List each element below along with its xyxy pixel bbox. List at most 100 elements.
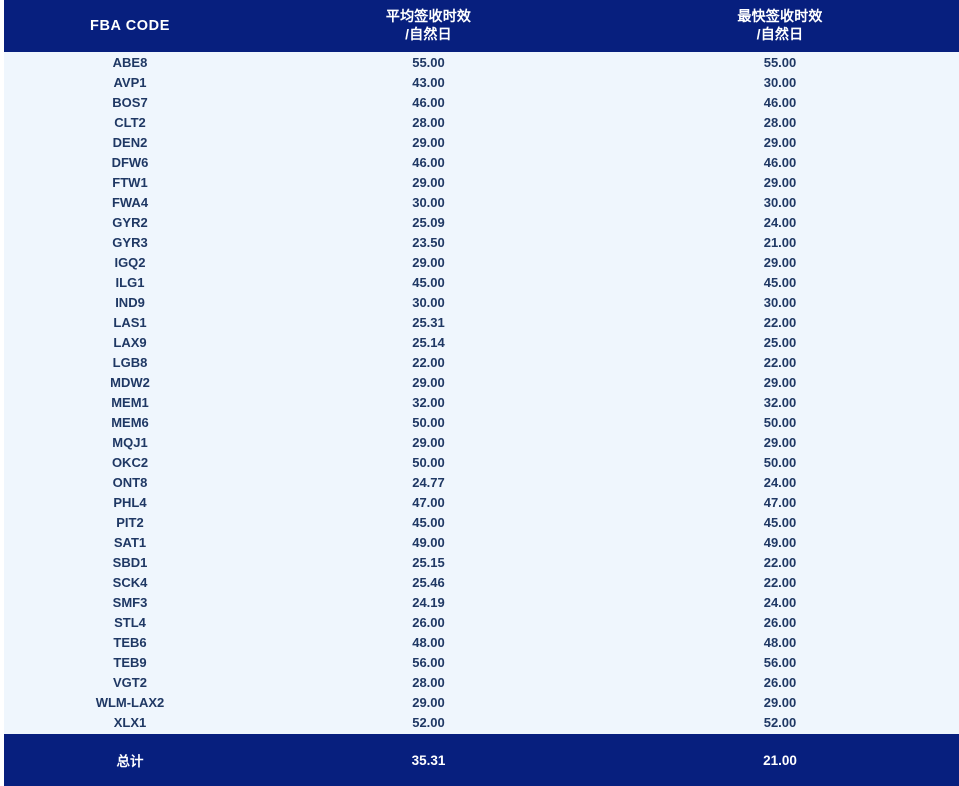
table-row: DEN2 29.00 29.00: [4, 133, 959, 153]
column-header-fastest-delivery-time-label: 最快签收时效: [737, 8, 823, 25]
cell-average-delivery-time: 30.00: [412, 195, 445, 210]
table-row: TEB9 56.00 56.00: [4, 653, 959, 673]
cell-average-delivery-time: 29.00: [412, 435, 445, 450]
cell-fastest-delivery-time: 29.00: [763, 135, 797, 150]
table-row: TEB6 48.00 48.00: [4, 633, 959, 653]
cell-fba-code: SBD1: [112, 555, 148, 570]
table-row: GYR3 23.50 21.00: [4, 233, 959, 253]
cell-fastest-delivery-time: 50.00: [763, 415, 797, 430]
table-header-row: FBA CODE 平均签收时效 /自然日 最快签收时效 /自然日: [4, 0, 959, 52]
column-header-average-delivery-time-unit: /自然日: [405, 26, 452, 42]
cell-fba-code: ILG1: [115, 275, 145, 290]
table-row: DFW6 46.00 46.00: [4, 153, 959, 173]
cell-average-delivery-time: 46.00: [412, 95, 445, 110]
table-row: SMF3 24.19 24.00: [4, 593, 959, 613]
cell-fba-code: IND9: [115, 295, 145, 310]
table-row: PHL4 47.00 47.00: [4, 493, 959, 513]
cell-fastest-delivery-time: 21.00: [763, 235, 797, 250]
cell-fba-code: LAS1: [113, 315, 147, 330]
cell-fba-code: XLX1: [113, 715, 147, 730]
table-row: IND9 30.00 30.00: [4, 293, 959, 313]
cell-average-delivery-time: 26.00: [412, 615, 445, 630]
cell-fba-code: VGT2: [113, 675, 147, 690]
cell-fastest-delivery-time: 30.00: [763, 295, 797, 310]
cell-fba-code: CLT2: [114, 115, 146, 130]
cell-fba-code: TEB9: [113, 655, 147, 670]
cell-fastest-delivery-time: 46.00: [763, 95, 797, 110]
cell-fba-code: MEM6: [111, 415, 149, 430]
cell-fba-code: ONT8: [112, 475, 148, 490]
cell-fastest-delivery-time: 49.00: [763, 535, 797, 550]
cell-fastest-delivery-time: 25.00: [763, 335, 797, 350]
cell-fba-code: GYR3: [112, 235, 148, 250]
cell-fba-code: PHL4: [113, 495, 147, 510]
table-row: GYR2 25.09 24.00: [4, 213, 959, 233]
cell-average-delivery-time: 28.00: [412, 675, 445, 690]
cell-fba-code: TEB6: [113, 635, 147, 650]
cell-fba-code: FWA4: [111, 195, 149, 210]
cell-average-delivery-time: 25.15: [412, 555, 445, 570]
cell-fastest-delivery-time: 45.00: [763, 275, 797, 290]
column-header-fastest-delivery-time-unit: /自然日: [756, 26, 804, 42]
cell-fastest-delivery-time: 30.00: [763, 75, 797, 90]
cell-fastest-delivery-time: 46.00: [763, 155, 797, 170]
cell-fastest-delivery-time: 30.00: [763, 195, 797, 210]
cell-average-delivery-time: 43.00: [412, 75, 445, 90]
cell-fastest-delivery-time: 26.00: [763, 615, 797, 630]
table-row: IGQ2 29.00 29.00: [4, 253, 959, 273]
cell-average-delivery-time: 24.19: [412, 595, 445, 610]
table-row: VGT2 28.00 26.00: [4, 673, 959, 693]
cell-fastest-delivery-time: 29.00: [763, 255, 797, 270]
cell-fba-code: ABE8: [112, 55, 148, 70]
cell-average-delivery-time: 50.00: [412, 455, 445, 470]
table-row: LAS1 25.31 22.00: [4, 313, 959, 333]
cell-fba-code: SAT1: [113, 535, 147, 550]
cell-average-delivery-time: 45.00: [412, 275, 445, 290]
table-row: SCK4 25.46 22.00: [4, 573, 959, 593]
table-row: WLM-LAX2 29.00 29.00: [4, 693, 959, 713]
cell-fastest-delivery-time: 28.00: [763, 115, 797, 130]
cell-average-delivery-time: 29.00: [412, 175, 445, 190]
table-row: FWA4 30.00 30.00: [4, 193, 959, 213]
table-row: FTW1 29.00 29.00: [4, 173, 959, 193]
cell-fba-code: IGQ2: [114, 255, 146, 270]
table-row: SBD1 25.15 22.00: [4, 553, 959, 573]
cell-fastest-delivery-time: 29.00: [763, 175, 797, 190]
table-row: LAX9 25.14 25.00: [4, 333, 959, 353]
cell-average-delivery-time: 49.00: [412, 535, 445, 550]
table-row: ONT8 24.77 24.00: [4, 473, 959, 493]
cell-fastest-delivery-time: 45.00: [763, 515, 797, 530]
table-row: XLX1 52.00 52.00: [4, 713, 959, 733]
table-row: ILG1 45.00 45.00: [4, 273, 959, 293]
cell-fba-code: FTW1: [112, 175, 148, 190]
cell-fba-code: STL4: [114, 615, 146, 630]
table-row: ABE8 55.00 55.00: [4, 53, 959, 73]
cell-average-delivery-time: 30.00: [412, 295, 445, 310]
table-row: OKC2 50.00 50.00: [4, 453, 959, 473]
cell-average-delivery-time: 48.00: [412, 635, 445, 650]
cell-fastest-delivery-time: 47.00: [763, 495, 797, 510]
cell-fba-code: BOS7: [112, 95, 148, 110]
table-row: MEM1 32.00 32.00: [4, 393, 959, 413]
cell-fastest-delivery-time: 52.00: [763, 715, 797, 730]
total-label: 总计: [116, 754, 144, 769]
cell-fba-code: AVP1: [113, 75, 147, 90]
cell-fastest-delivery-time: 24.00: [763, 215, 797, 230]
table-row: CLT2 28.00 28.00: [4, 113, 959, 133]
table-row: MEM6 50.00 50.00: [4, 413, 959, 433]
cell-average-delivery-time: 45.00: [412, 515, 445, 530]
cell-fba-code: MEM1: [111, 395, 149, 410]
cell-fastest-delivery-time: 24.00: [763, 595, 797, 610]
cell-fastest-delivery-time: 55.00: [763, 55, 797, 70]
cell-fastest-delivery-time: 29.00: [763, 435, 797, 450]
cell-fastest-delivery-time: 26.00: [763, 675, 797, 690]
cell-fba-code: MQJ1: [112, 435, 148, 450]
cell-average-delivery-time: 22.00: [412, 355, 445, 370]
cell-average-delivery-time: 50.00: [412, 415, 445, 430]
cell-average-delivery-time: 55.00: [412, 55, 445, 70]
cell-fastest-delivery-time: 24.00: [763, 475, 797, 490]
cell-fastest-delivery-time: 29.00: [763, 375, 797, 390]
column-header-fba-code: FBA CODE: [4, 17, 256, 36]
cell-fastest-delivery-time: 50.00: [763, 455, 797, 470]
